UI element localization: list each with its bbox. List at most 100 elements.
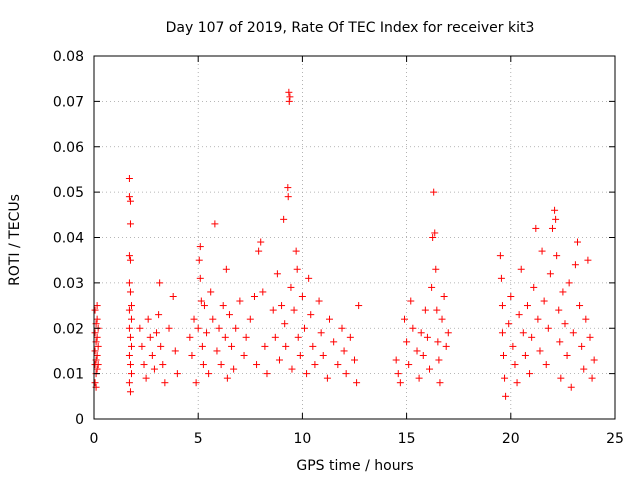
x-axis-label: GPS time / hours: [296, 458, 413, 474]
data-point: [500, 351, 508, 359]
data-point: [530, 283, 538, 291]
y-tick-label: 0.08: [53, 49, 84, 65]
data-point: [298, 292, 306, 300]
data-point: [93, 365, 101, 373]
data-point: [161, 379, 169, 387]
data-point: [532, 224, 540, 232]
data-point: [281, 320, 289, 328]
data-point: [128, 315, 136, 323]
data-point: [571, 261, 579, 269]
data-point: [125, 252, 133, 260]
data-point: [91, 347, 99, 355]
data-point: [392, 356, 400, 364]
data-point: [497, 274, 505, 282]
data-point: [148, 351, 156, 359]
data-point: [573, 238, 581, 246]
data-point: [196, 243, 204, 251]
data-point: [394, 370, 402, 378]
data-points: [91, 88, 598, 400]
data-point: [534, 315, 542, 323]
data-point: [195, 256, 203, 264]
data-point: [430, 188, 438, 196]
x-tick-label: 25: [606, 431, 624, 447]
data-point: [285, 97, 293, 105]
x-tick-label: 15: [398, 431, 416, 447]
data-point: [273, 270, 281, 278]
y-tick-label: 0.03: [53, 276, 84, 292]
data-point: [93, 351, 101, 359]
data-point: [342, 370, 350, 378]
data-point: [93, 333, 101, 341]
data-point: [498, 302, 506, 310]
data-point: [125, 351, 133, 359]
data-point: [432, 265, 440, 273]
data-point: [435, 356, 443, 364]
data-point: [203, 329, 211, 337]
data-point: [155, 311, 163, 319]
data-point: [419, 351, 427, 359]
data-point: [250, 292, 258, 300]
data-point: [246, 315, 254, 323]
x-tick-label: 20: [502, 431, 520, 447]
data-point: [403, 338, 411, 346]
data-point: [126, 361, 134, 369]
data-point: [288, 365, 296, 373]
data-point: [222, 265, 230, 273]
data-point: [563, 351, 571, 359]
data-point: [197, 297, 205, 305]
data-point: [569, 329, 577, 337]
data-point: [325, 315, 333, 323]
data-point: [502, 392, 510, 400]
data-point: [300, 324, 308, 332]
data-point: [157, 342, 165, 350]
data-point: [567, 383, 575, 391]
data-point: [559, 288, 567, 296]
data-point: [165, 324, 173, 332]
data-point: [496, 252, 504, 260]
data-point: [284, 193, 292, 201]
data-point: [194, 324, 202, 332]
data-point: [588, 374, 596, 382]
data-point: [552, 215, 560, 223]
y-tick-label: 0.06: [53, 140, 84, 156]
data-point: [236, 297, 244, 305]
data-point: [199, 361, 207, 369]
data-point: [423, 333, 431, 341]
data-point: [319, 351, 327, 359]
data-point: [517, 265, 525, 273]
data-point: [286, 93, 294, 101]
data-point: [128, 342, 136, 350]
data-point: [513, 379, 521, 387]
data-point: [126, 333, 134, 341]
data-point: [91, 329, 99, 337]
data-point: [515, 311, 523, 319]
data-point: [188, 351, 196, 359]
data-point: [501, 374, 509, 382]
y-tick-label: 0.05: [53, 185, 84, 201]
data-point: [126, 197, 134, 205]
data-point: [126, 288, 134, 296]
data-point: [136, 324, 144, 332]
x-tick-label: 0: [90, 431, 99, 447]
data-point: [442, 342, 450, 350]
data-point: [263, 370, 271, 378]
data-point: [219, 302, 227, 310]
data-point: [284, 184, 292, 192]
data-point: [259, 288, 267, 296]
data-point: [505, 320, 513, 328]
data-point: [126, 220, 134, 228]
data-point: [334, 361, 342, 369]
data-point: [396, 379, 404, 387]
data-point: [346, 333, 354, 341]
data-point: [230, 365, 238, 373]
data-point: [200, 302, 208, 310]
data-point: [565, 279, 573, 287]
data-point: [498, 329, 506, 337]
data-point: [213, 347, 221, 355]
data-point: [153, 329, 161, 337]
data-point: [431, 229, 439, 237]
data-point: [551, 206, 559, 214]
data-point: [91, 306, 99, 314]
data-point: [142, 374, 150, 382]
